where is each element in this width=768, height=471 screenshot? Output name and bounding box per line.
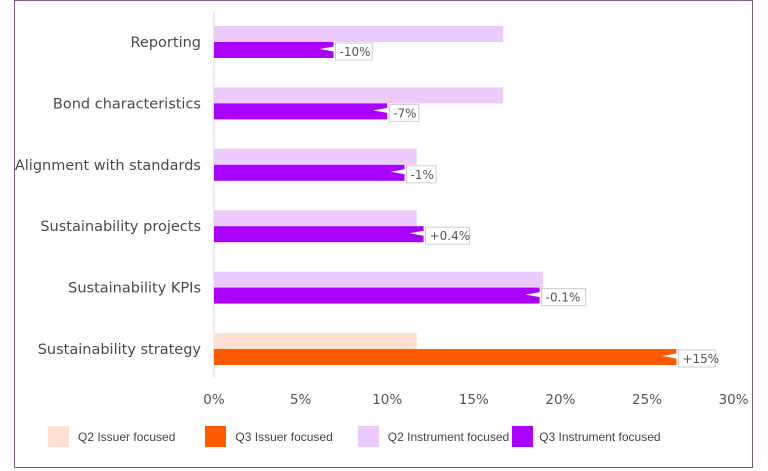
data-label: +15% xyxy=(682,352,719,366)
legend-label: Q3 Instrument focused xyxy=(539,429,661,444)
bar-q2-issuer xyxy=(214,333,417,349)
callout-pointer xyxy=(390,168,408,175)
legend-swatch xyxy=(48,426,69,447)
data-label: -0.1% xyxy=(546,291,581,305)
bar-q2-instrument xyxy=(214,148,417,165)
bar-q3-instrument xyxy=(214,164,405,181)
x-tick-labels: 0% 5% 10% 15% 20% 25% 30% xyxy=(203,392,748,408)
bars-group xyxy=(214,26,677,365)
x-tick-label: 15% xyxy=(459,392,489,408)
callout-pointer xyxy=(525,291,543,298)
category-label: Sustainability KPIs xyxy=(68,281,201,297)
x-tick-label: 5% xyxy=(290,392,312,408)
category-labels: Reporting Bond characteristics Alignment w… xyxy=(15,35,202,358)
legend-swatch xyxy=(357,426,379,447)
bar-q2-instrument xyxy=(214,210,417,227)
data-label: +0.4% xyxy=(430,229,471,243)
legend-item-q2-instrument: Q2 Instrument focused xyxy=(357,426,510,447)
data-label-box xyxy=(335,42,373,61)
data-labels: -10% -7% -1% +0.4% -0.1% +15% xyxy=(319,42,719,368)
bar-q2-instrument xyxy=(214,26,504,42)
data-label-box xyxy=(677,349,716,368)
legend-item-q2-issuer: Q2 Issuer focused xyxy=(48,426,175,447)
data-label: -1% xyxy=(411,168,434,182)
bar-q2-instrument xyxy=(214,271,544,288)
data-label-box xyxy=(425,226,471,245)
bar-q2-instrument xyxy=(214,87,504,104)
bar-q3-instrument xyxy=(214,42,334,58)
legend-swatch xyxy=(205,426,227,447)
legend-swatch xyxy=(512,426,534,447)
category-label: Sustainability projects xyxy=(40,219,201,235)
callout-pointer xyxy=(373,107,391,114)
data-label-box xyxy=(406,165,437,184)
category-label: Bond characteristics xyxy=(53,96,201,112)
bar-q3-issuer xyxy=(214,349,677,365)
legend-label: Q2 Issuer focused xyxy=(78,429,176,444)
legend-item-q3-issuer: Q3 Issuer focused xyxy=(205,426,333,447)
x-tick-label: 25% xyxy=(632,392,662,408)
callout-pointer xyxy=(662,353,680,359)
bar-q3-instrument xyxy=(214,226,424,243)
data-label: -7% xyxy=(393,106,416,120)
legend: Q2 Issuer focused Q3 Issuer focused Q2 I… xyxy=(48,426,661,447)
category-label: Reporting xyxy=(131,35,202,51)
data-label-box xyxy=(541,288,587,307)
x-tick-label: 10% xyxy=(372,392,402,408)
bar-q3-instrument xyxy=(214,103,388,120)
legend-label: Q2 Instrument focused xyxy=(387,429,510,444)
legend-item-q3-instrument: Q3 Instrument focused xyxy=(512,426,661,447)
legend-label: Q3 Issuer focused xyxy=(235,429,333,444)
data-label: -10% xyxy=(340,45,371,59)
category-label: Sustainability strategy xyxy=(38,342,202,358)
x-tick-label: 30% xyxy=(719,392,749,408)
callout-pointer xyxy=(319,46,337,52)
category-label: Alignment with standards xyxy=(15,158,201,174)
x-tick-label: 0% xyxy=(203,392,225,408)
callout-pointer xyxy=(409,230,427,237)
data-label-box xyxy=(388,103,420,122)
x-tick-label: 20% xyxy=(545,392,575,408)
bar-q3-instrument xyxy=(214,287,540,304)
chart-frame xyxy=(14,0,753,468)
